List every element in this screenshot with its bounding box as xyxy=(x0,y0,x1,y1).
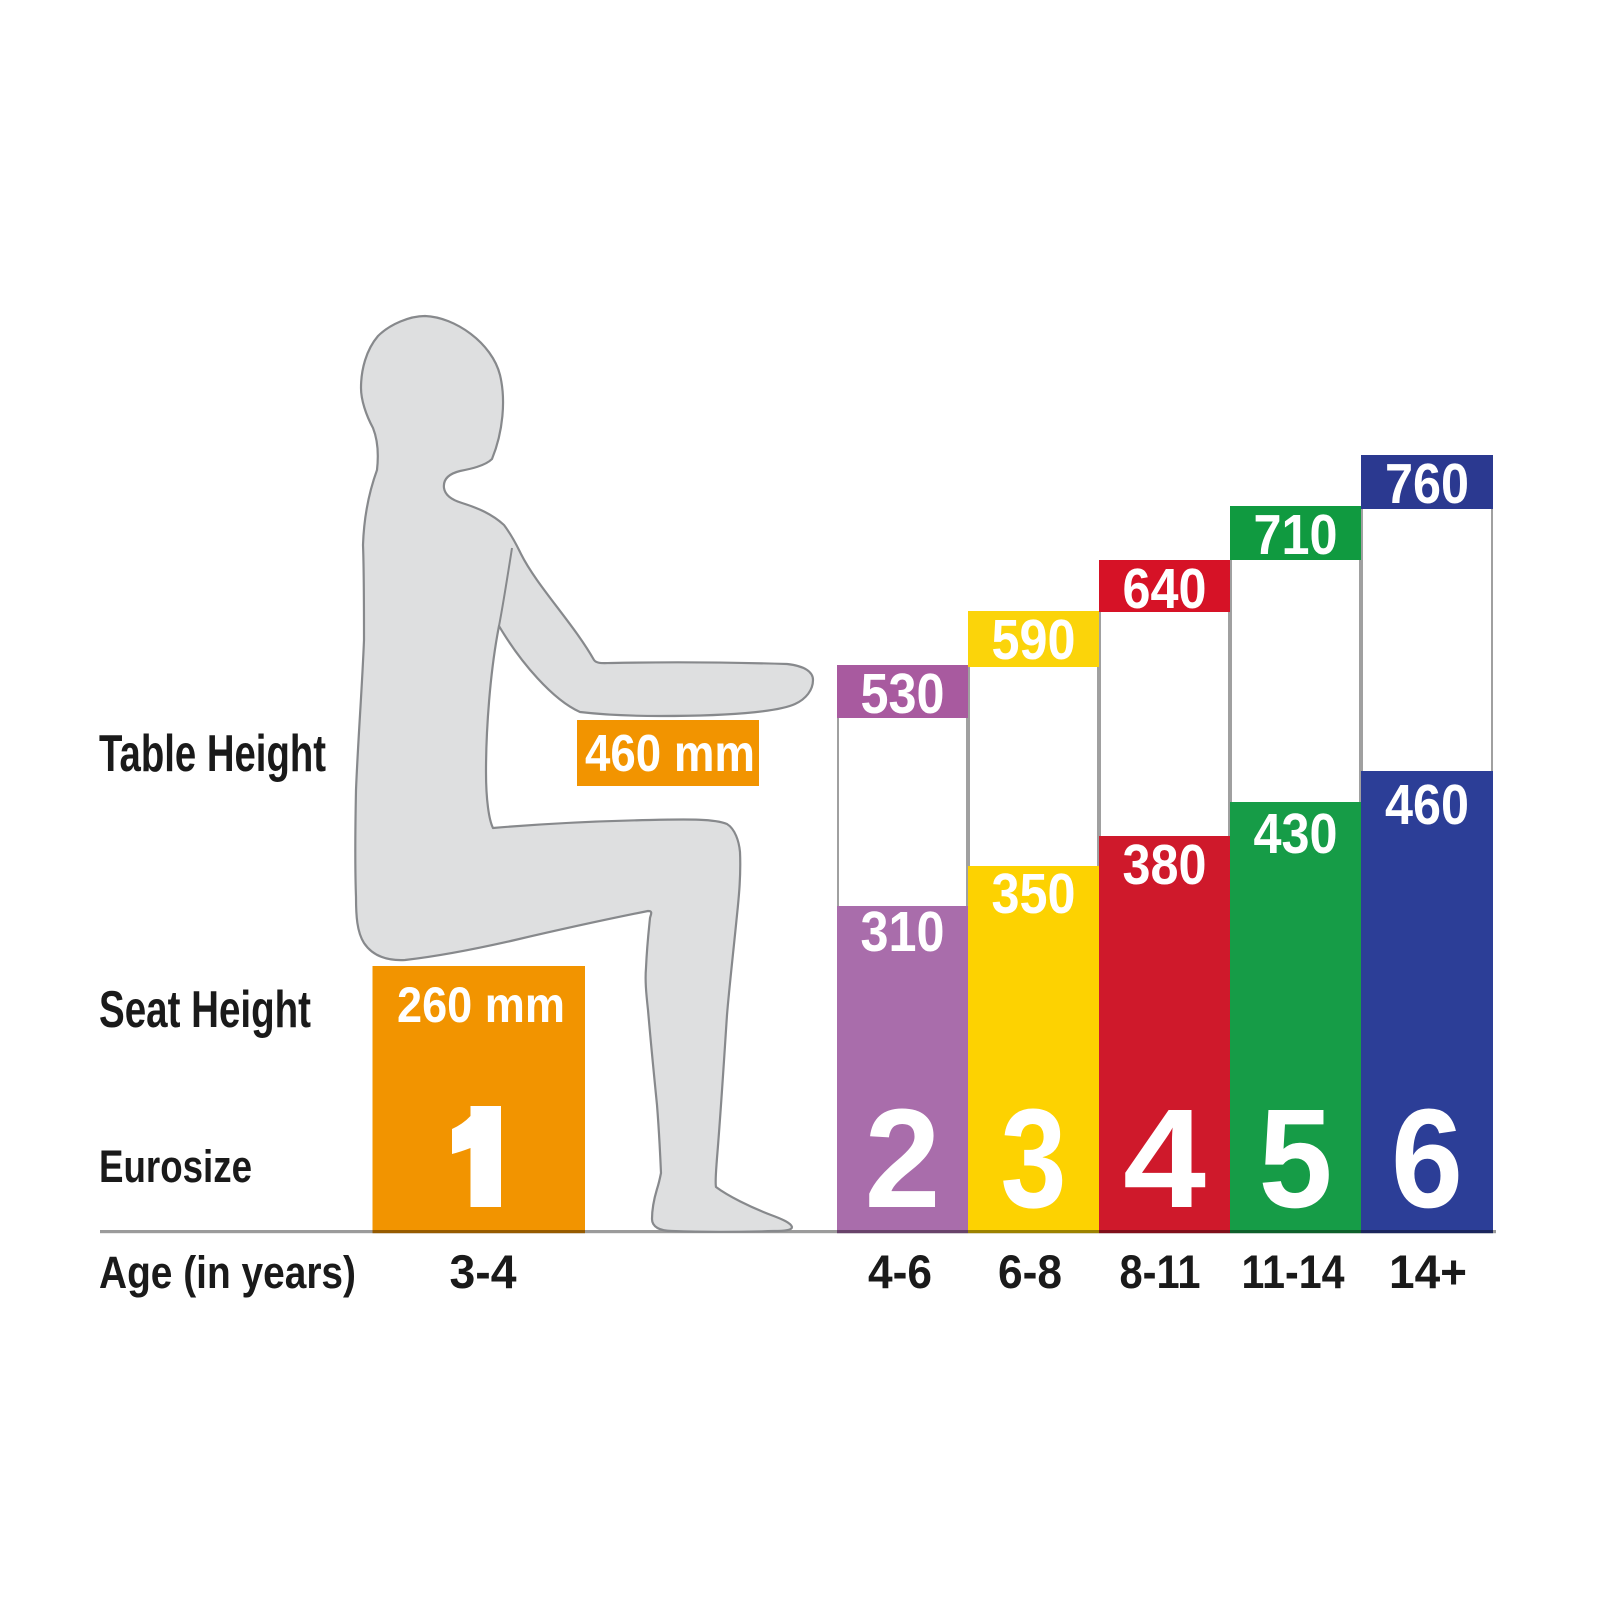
svg-text:3-4: 3-4 xyxy=(450,1245,517,1298)
svg-text:260 mm: 260 mm xyxy=(397,977,565,1033)
svg-text:Eurosize: Eurosize xyxy=(99,1141,252,1192)
svg-text:14+: 14+ xyxy=(1389,1245,1467,1298)
svg-text:Age (in years): Age (in years) xyxy=(99,1247,356,1298)
svg-text:430: 430 xyxy=(1254,802,1338,866)
svg-text:3: 3 xyxy=(1001,1079,1067,1237)
svg-text:710: 710 xyxy=(1254,503,1338,567)
svg-text:6-8: 6-8 xyxy=(998,1245,1062,1298)
svg-text:6: 6 xyxy=(1391,1079,1463,1237)
svg-text:460: 460 xyxy=(1385,773,1469,837)
svg-text:8-11: 8-11 xyxy=(1120,1245,1201,1298)
svg-text:350: 350 xyxy=(992,862,1076,926)
svg-text:640: 640 xyxy=(1123,557,1207,621)
svg-text:760: 760 xyxy=(1385,452,1469,516)
svg-text:310: 310 xyxy=(861,900,945,964)
svg-text:2: 2 xyxy=(865,1079,941,1237)
svg-text:530: 530 xyxy=(861,662,945,726)
svg-text:4-6: 4-6 xyxy=(868,1245,932,1298)
svg-text:5: 5 xyxy=(1259,1079,1333,1237)
svg-text:460 mm: 460 mm xyxy=(585,725,755,783)
svg-text:11-14: 11-14 xyxy=(1242,1245,1345,1298)
svg-text:590: 590 xyxy=(992,608,1076,672)
svg-text:Table Height: Table Height xyxy=(99,725,326,783)
svg-text:380: 380 xyxy=(1123,833,1207,897)
svg-text:Seat Height: Seat Height xyxy=(99,981,311,1039)
svg-text:4: 4 xyxy=(1123,1079,1206,1237)
